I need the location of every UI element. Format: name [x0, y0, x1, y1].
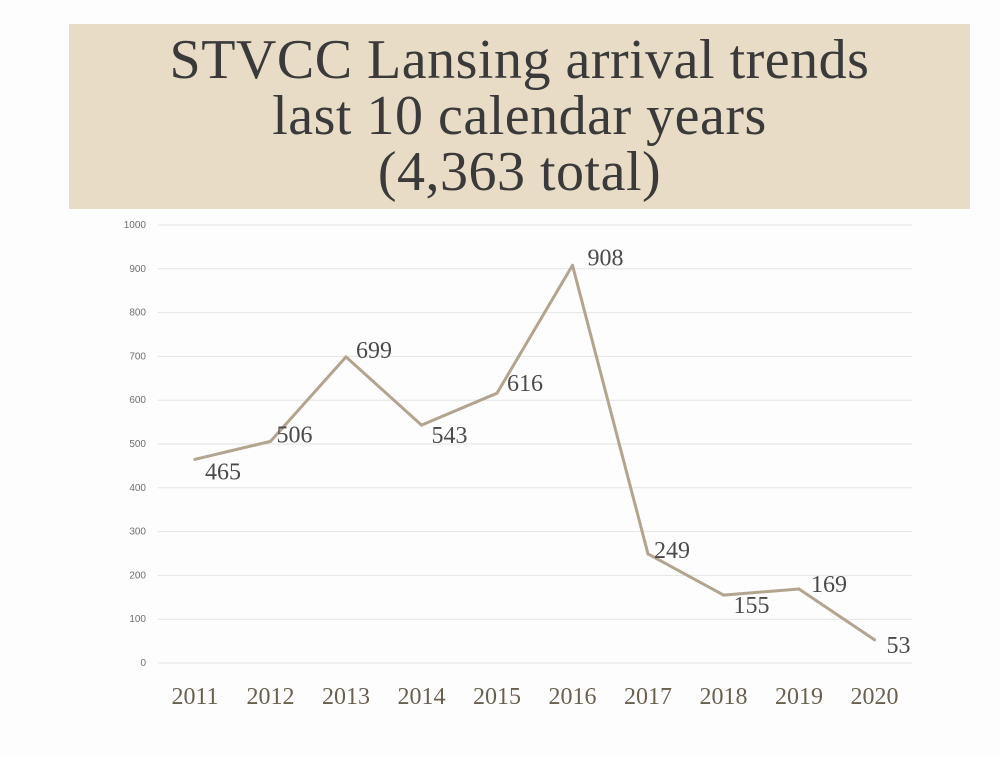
x-axis-ticks: 2011 2012 2013 2014 2015 2016 2017 2018 2019 2020 — [171, 684, 898, 710]
x-tick-label: 2017 — [624, 684, 672, 710]
y-tick-label: 100 — [129, 614, 146, 625]
data-label: 169 — [811, 572, 847, 598]
x-tick-label: 2011 — [171, 684, 218, 710]
data-point — [193, 457, 197, 461]
x-tick-label: 2020 — [851, 684, 899, 710]
title-banner: STVCC Lansing arrival trends last 10 cal… — [69, 24, 970, 209]
data-point — [420, 423, 423, 427]
data-point — [646, 552, 650, 556]
data-point — [269, 439, 272, 443]
chart-title-line-3: (4,363 total) — [377, 141, 662, 203]
data-label: 908 — [588, 245, 624, 271]
data-label: 465 — [205, 459, 241, 485]
data-label: 616 — [507, 371, 543, 397]
data-point — [797, 587, 801, 591]
x-tick-label: 2019 — [775, 684, 823, 710]
gridlines — [158, 224, 912, 664]
y-tick-label: 600 — [129, 395, 146, 406]
data-labels: 465 506 699 543 616 908 249 155 169 53 — [205, 245, 911, 658]
y-tick-label: 700 — [129, 351, 146, 362]
x-tick-label: 2015 — [473, 684, 521, 710]
y-tick-label: 500 — [129, 439, 146, 450]
y-tick-label: 800 — [129, 308, 146, 319]
data-point — [571, 263, 574, 267]
x-tick-label: 2013 — [322, 684, 370, 710]
data-label: 506 — [277, 422, 313, 448]
y-tick-label: 0 — [140, 658, 146, 669]
y-tick-label: 1000 — [124, 220, 147, 231]
x-tick-label: 2012 — [247, 684, 295, 710]
data-label: 543 — [432, 423, 468, 449]
chart-title-line-2: last 10 calendar years — [272, 85, 767, 147]
series-line — [193, 263, 876, 642]
data-label: 699 — [356, 338, 392, 364]
y-axis-ticks: 0 100 200 300 400 500 600 700 800 900 1000 — [124, 220, 147, 669]
y-tick-label: 400 — [129, 483, 146, 494]
data-label: 155 — [734, 593, 770, 619]
x-tick-label: 2014 — [398, 684, 446, 710]
data-point — [873, 638, 876, 642]
data-point — [344, 355, 348, 359]
x-tick-label: 2018 — [700, 684, 748, 710]
chart-title-line-1: STVCC Lansing arrival trends — [169, 29, 870, 91]
y-tick-label: 900 — [129, 264, 146, 275]
data-point — [495, 391, 499, 395]
data-point — [722, 593, 725, 597]
x-tick-label: 2016 — [549, 684, 597, 710]
data-label: 249 — [654, 538, 690, 564]
y-tick-label: 300 — [129, 527, 146, 538]
data-label: 53 — [887, 633, 911, 659]
series — [193, 263, 876, 642]
y-tick-label: 200 — [129, 570, 146, 581]
